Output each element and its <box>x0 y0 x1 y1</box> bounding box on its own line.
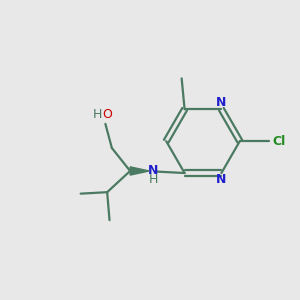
Text: O: O <box>102 108 112 121</box>
Polygon shape <box>130 167 149 175</box>
Text: H: H <box>92 108 102 121</box>
Text: N: N <box>216 173 226 186</box>
Text: H: H <box>148 173 158 186</box>
Text: Cl: Cl <box>272 135 285 148</box>
Text: N: N <box>216 96 226 109</box>
Text: N: N <box>148 164 158 177</box>
